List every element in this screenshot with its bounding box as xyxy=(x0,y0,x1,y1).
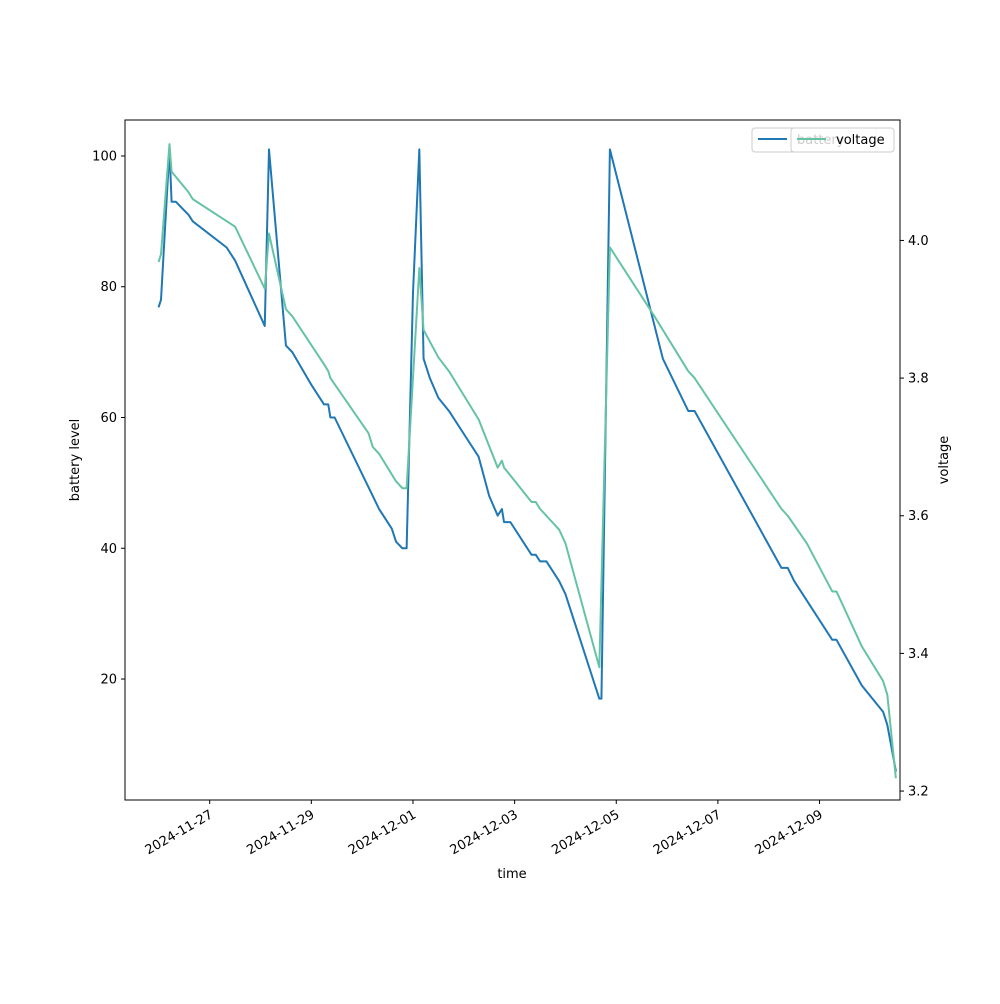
right-y-axis-label: voltage xyxy=(937,436,952,485)
legend-voltage-label: voltage xyxy=(836,133,885,148)
left-y-tick-label: 60 xyxy=(100,411,117,426)
series-line-voltage xyxy=(157,143,897,779)
legend-voltage-box xyxy=(790,127,895,153)
left-y-axis: 20 40 60 80 100 xyxy=(92,149,125,688)
x-axis-label: time xyxy=(497,867,526,882)
left-y-tick-label: 40 xyxy=(100,542,117,557)
legend-voltage: voltage xyxy=(790,127,895,153)
right-y-tick-label: 3.2 xyxy=(908,785,929,800)
right-y-tick-label: 3.4 xyxy=(908,647,929,662)
left-y-axis-label: battery level xyxy=(68,419,83,502)
left-y-tick-label: 100 xyxy=(92,149,117,164)
right-y-tick-label: 3.6 xyxy=(908,509,929,524)
right-y-tick-label: 3.8 xyxy=(908,372,929,387)
right-y-axis: 3.2 3.4 3.6 3.8 4.0 xyxy=(900,234,929,800)
right-y-tick-label: 4.0 xyxy=(908,234,929,249)
left-y-tick-label: 20 xyxy=(100,673,117,688)
plot-frame xyxy=(124,119,901,801)
series-line-battery xyxy=(157,148,897,772)
left-y-tick-label: 80 xyxy=(100,280,117,295)
series-layer xyxy=(157,143,897,779)
